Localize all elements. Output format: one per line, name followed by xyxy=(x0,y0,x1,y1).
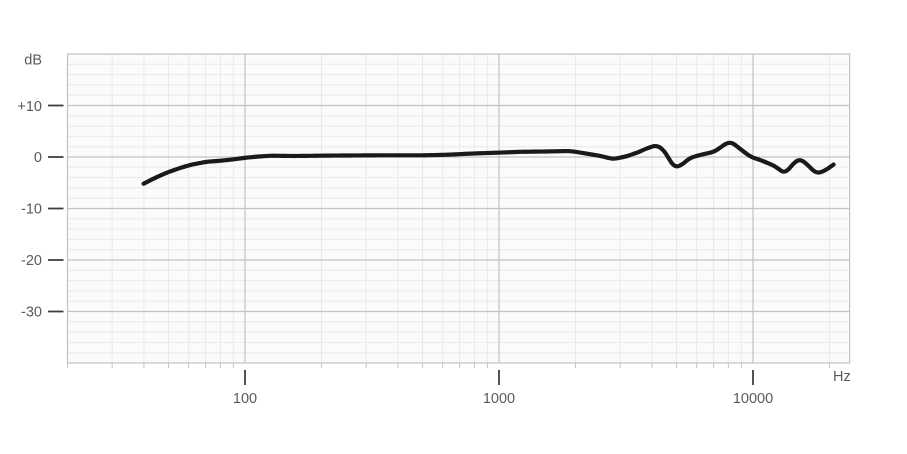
svg-text:Hz: Hz xyxy=(833,369,851,385)
svg-text:dB: dB xyxy=(24,53,42,69)
svg-text:1000: 1000 xyxy=(483,391,515,407)
svg-text:100: 100 xyxy=(233,391,257,407)
svg-text:-20: -20 xyxy=(21,253,42,269)
svg-text:+10: +10 xyxy=(17,99,42,115)
svg-text:-30: -30 xyxy=(21,304,42,320)
svg-text:10000: 10000 xyxy=(733,391,773,407)
svg-text:-10: -10 xyxy=(21,201,42,217)
svg-text:0: 0 xyxy=(34,150,42,166)
